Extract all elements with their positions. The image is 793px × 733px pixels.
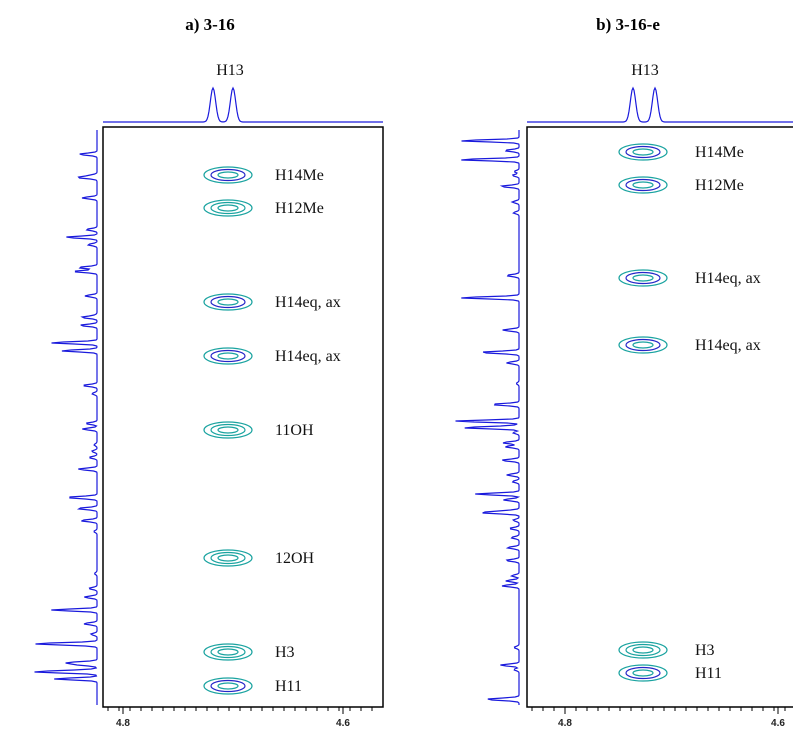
panel-title: a) 3-16: [185, 15, 235, 34]
x-tick-label: 4.6: [336, 718, 350, 729]
contour: [632, 274, 654, 282]
contour: [618, 664, 668, 682]
peak-label: 12OH: [275, 550, 315, 567]
contour: [217, 298, 239, 306]
contour: [210, 295, 246, 309]
contour: [625, 338, 661, 352]
contour: [217, 204, 239, 212]
left-trace: [34, 130, 98, 705]
contour: [217, 426, 239, 434]
peak-label: H14Me: [275, 167, 324, 184]
peak-label: H14Me: [695, 144, 744, 161]
contour: [618, 269, 668, 287]
contour: [210, 201, 246, 215]
contour: [210, 551, 246, 565]
panel-a-frame: [102, 126, 384, 708]
contour: [625, 271, 661, 285]
contour: [203, 677, 253, 695]
peak-label: H11: [275, 678, 302, 695]
contour: [632, 646, 654, 654]
top-label: H13: [631, 62, 659, 79]
contour: [618, 143, 668, 161]
panel-title: b) 3-16-e: [596, 15, 660, 34]
contour: [210, 349, 246, 363]
contour: [618, 336, 668, 354]
contour: [210, 423, 246, 437]
panel-b-frame: [526, 126, 793, 708]
peak-label: H3: [695, 642, 715, 659]
contour: [217, 682, 239, 690]
contour: [203, 293, 253, 311]
contour: [203, 166, 253, 184]
contour: [203, 347, 253, 365]
contour: [632, 669, 654, 677]
contour: [210, 679, 246, 693]
top-label: H13: [216, 62, 244, 79]
contour: [632, 341, 654, 349]
contour: [210, 168, 246, 182]
contour: [203, 549, 253, 567]
contour: [632, 181, 654, 189]
contour: [217, 352, 239, 360]
peak-label: H14eq, ax: [695, 270, 761, 287]
contour: [217, 648, 239, 656]
peak-label: H14eq, ax: [275, 348, 341, 365]
x-tick-label: 4.8: [116, 718, 130, 729]
contour: [203, 421, 253, 439]
top-trace: [103, 86, 383, 123]
peak-label: H3: [275, 644, 295, 661]
contour: [618, 176, 668, 194]
x-tick-label: 4.8: [558, 718, 572, 729]
contour: [618, 641, 668, 659]
contour: [203, 199, 253, 217]
contour: [625, 145, 661, 159]
contour: [625, 666, 661, 680]
contour: [203, 643, 253, 661]
peak-label: H14eq, ax: [695, 337, 761, 354]
peak-label: H12Me: [695, 177, 744, 194]
contour: [210, 645, 246, 659]
x-tick-label: 4.6: [771, 718, 785, 729]
contour: [625, 643, 661, 657]
peak-label: H11: [695, 665, 722, 682]
contour: [217, 171, 239, 179]
peak-label: H14eq, ax: [275, 294, 341, 311]
contour: [217, 554, 239, 562]
top-trace: [527, 86, 793, 123]
contour: [632, 148, 654, 156]
left-trace: [455, 130, 521, 705]
peak-label: H12Me: [275, 200, 324, 217]
peak-label: 11OH: [275, 422, 314, 439]
contour: [625, 178, 661, 192]
